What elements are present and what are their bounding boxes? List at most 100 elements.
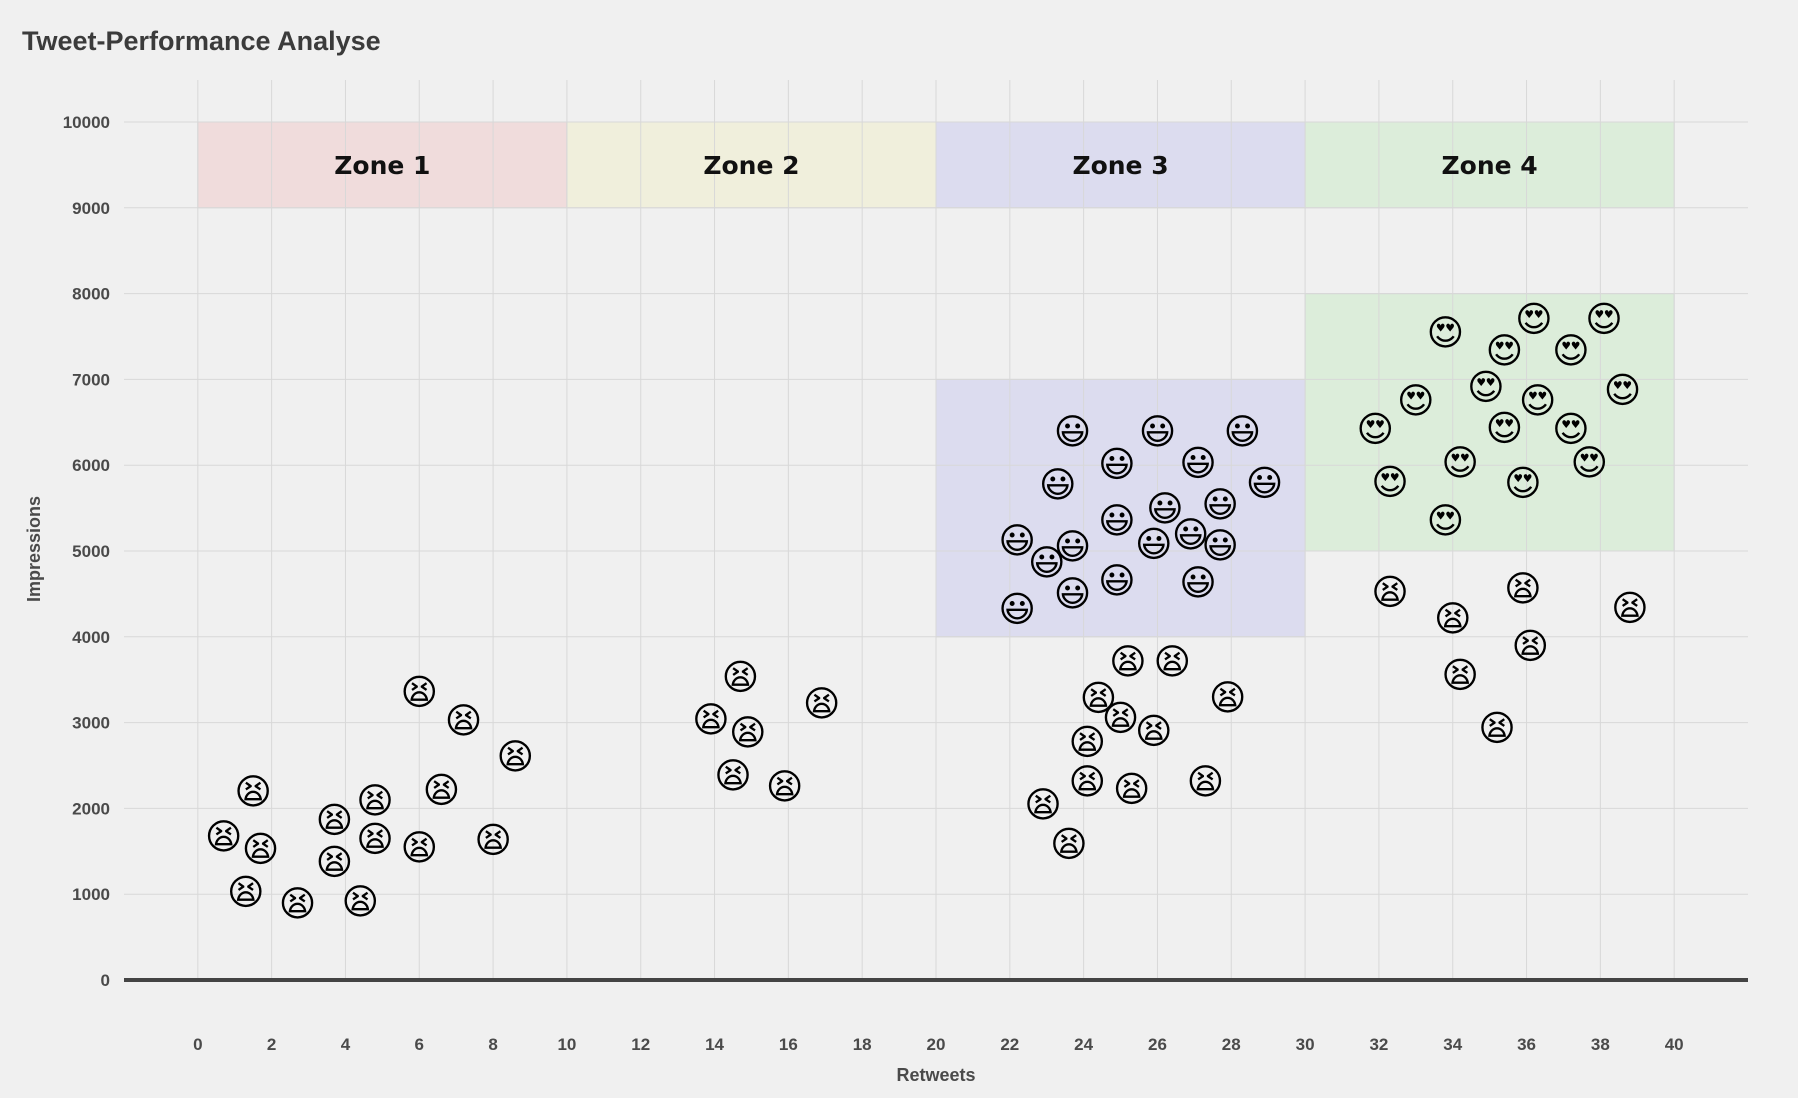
data-point: 😍 <box>1486 408 1524 449</box>
zone-band-2 <box>566 121 937 209</box>
data-point: 😫 <box>423 771 461 812</box>
data-point: 😍 <box>1552 409 1590 450</box>
data-point: 😃 <box>1224 412 1262 453</box>
highlight-region-1 <box>935 378 1306 638</box>
data-point: 😫 <box>1050 825 1088 866</box>
data-point: 😫 <box>401 673 439 714</box>
data-point: 😫 <box>1135 711 1173 752</box>
data-point: 😫 <box>1187 762 1225 803</box>
data-point: 😍 <box>1486 331 1524 372</box>
y-axis-label: Impressions <box>24 496 44 602</box>
data-point: 😃 <box>1098 561 1136 602</box>
x-tick-label: 4 <box>341 1035 351 1054</box>
x-tick-label: 8 <box>488 1035 497 1054</box>
data-point: 😍 <box>1467 367 1505 408</box>
zone-band-1 <box>197 121 568 209</box>
data-point: 😫 <box>496 737 534 778</box>
data-point: 😍 <box>1427 501 1465 542</box>
data-point: 😃 <box>1146 489 1184 530</box>
data-point: 😫 <box>1478 709 1516 750</box>
data-point: 😍 <box>1552 331 1590 372</box>
data-point: 😫 <box>1371 572 1409 613</box>
data-point: 😍 <box>1519 381 1557 422</box>
data-point: 😫 <box>401 828 439 869</box>
zone-bands <box>197 121 1675 209</box>
data-point: 😃 <box>1054 574 1092 615</box>
data-point: 😍 <box>1427 313 1465 354</box>
zone-label-4: Zone 4 <box>1442 151 1538 180</box>
data-point: 😍 <box>1515 299 1553 340</box>
data-point: 😃 <box>1098 501 1136 542</box>
data-point: 😍 <box>1504 463 1542 504</box>
data-point: 😃 <box>1098 444 1136 485</box>
data-point: 😫 <box>316 843 354 884</box>
y-tick-label: 2000 <box>72 799 110 818</box>
x-tick-label: 6 <box>415 1035 424 1054</box>
data-point: 😫 <box>1209 678 1247 719</box>
x-tick-label: 0 <box>193 1035 202 1054</box>
zone-label-1: Zone 1 <box>334 151 430 180</box>
x-tick-label: 10 <box>557 1035 576 1054</box>
data-point: 😃 <box>998 521 1036 562</box>
x-tick-label: 32 <box>1369 1035 1388 1054</box>
data-point: 😃 <box>1179 444 1217 485</box>
data-point: 😃 <box>998 589 1036 630</box>
data-point: 😍 <box>1604 371 1642 412</box>
zone-label-2: Zone 2 <box>703 151 799 180</box>
data-point: 😫 <box>1441 656 1479 697</box>
data-point: 😃 <box>1139 412 1177 453</box>
data-point: 😫 <box>1434 599 1472 640</box>
data-point: 😫 <box>729 713 767 754</box>
data-point: 😫 <box>341 882 379 923</box>
data-point: 😍 <box>1585 299 1623 340</box>
data-point: 😫 <box>356 781 394 822</box>
data-point: 😍 <box>1397 381 1435 422</box>
x-tick-label: 20 <box>927 1035 946 1054</box>
data-point: 😫 <box>356 819 394 860</box>
data-point: 😫 <box>279 884 317 925</box>
data-point: 😫 <box>1611 589 1649 630</box>
x-tick-label: 16 <box>779 1035 798 1054</box>
data-point: 😍 <box>1441 443 1479 484</box>
data-point: 😫 <box>242 830 280 871</box>
data-point: 😫 <box>445 701 483 742</box>
y-tick-label: 8000 <box>72 285 110 304</box>
data-point: 😫 <box>1113 770 1151 811</box>
data-point: 😃 <box>1201 485 1239 526</box>
x-tick-label: 36 <box>1517 1035 1536 1054</box>
highlight-regions <box>935 293 1675 638</box>
x-tick-label: 22 <box>1000 1035 1019 1054</box>
data-point: 😫 <box>474 820 512 861</box>
data-point: 😃 <box>1054 527 1092 568</box>
data-point: 😫 <box>722 657 760 698</box>
x-tick-label: 14 <box>705 1035 724 1054</box>
data-point: 😃 <box>1201 526 1239 567</box>
x-tick-label: 34 <box>1443 1035 1462 1054</box>
x-tick-label: 24 <box>1074 1035 1093 1054</box>
x-tick-label: 38 <box>1591 1035 1610 1054</box>
data-points: 😫😫😫😫😫😫😫😫😫😫😫😫😫😫😫😫😫😫😫😫😫😫😫😫😫😫😫😫😫😫😫😫😫😫😫😫😫😫😫😫… <box>205 299 1649 924</box>
data-point: 😫 <box>1069 762 1107 803</box>
y-tick-label: 10000 <box>63 113 110 132</box>
zone-labels: Zone 1 Zone 2 Zone 3 Zone 4 <box>334 151 1537 180</box>
x-tick-label: 30 <box>1296 1035 1315 1054</box>
y-tick-label: 3000 <box>72 714 110 733</box>
y-tick-label: 0 <box>101 971 110 990</box>
data-point: 😫 <box>1109 642 1147 683</box>
x-axis-label: Retweets <box>896 1065 975 1085</box>
data-point: 😫 <box>227 873 265 914</box>
y-tick-label: 7000 <box>72 370 110 389</box>
data-point: 😃 <box>1172 515 1210 556</box>
data-point: 😃 <box>1135 524 1173 565</box>
data-point: 😫 <box>1024 785 1062 826</box>
data-point: 😃 <box>1054 412 1092 453</box>
data-point: 😍 <box>1571 443 1609 484</box>
data-point: 😫 <box>1153 642 1191 683</box>
y-tick-label: 1000 <box>72 885 110 904</box>
data-point: 😍 <box>1356 409 1394 450</box>
x-tick-label: 26 <box>1148 1035 1167 1054</box>
y-tick-label: 4000 <box>72 628 110 647</box>
data-point: 😫 <box>1511 626 1549 667</box>
data-point: 😫 <box>714 756 752 797</box>
